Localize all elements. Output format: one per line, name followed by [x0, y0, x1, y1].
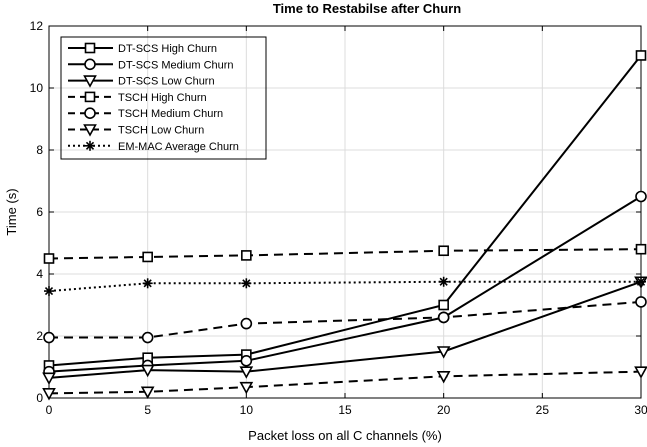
- data-point: [42, 372, 56, 386]
- series-line: [48, 280, 641, 293]
- data-point: [44, 286, 54, 297]
- y-tick-label: 6: [36, 205, 43, 219]
- data-point: [438, 245, 449, 257]
- data-point: [239, 381, 254, 395]
- data-point: [436, 346, 451, 359]
- data-point: [635, 50, 647, 61]
- legend-marker: [84, 58, 96, 71]
- x-tick-label: 10: [240, 403, 254, 417]
- x-tick-label: 0: [46, 403, 53, 417]
- legend-marker: [83, 124, 97, 137]
- legend-item: TSCH Medium Churn: [68, 107, 223, 120]
- chart-title: Time to Restabilse after Churn: [273, 1, 461, 16]
- data-point: [140, 364, 155, 378]
- legend-label: TSCH Medium Churn: [118, 108, 223, 120]
- legend-label: DT-SCS Low Churn: [118, 76, 215, 88]
- data-point: [634, 366, 647, 379]
- data-point: [241, 278, 252, 289]
- series-layer: [42, 50, 647, 401]
- y-tick-label: 0: [36, 391, 43, 405]
- data-point: [241, 250, 252, 261]
- data-point: [142, 251, 153, 263]
- legend-item: DT-SCS High Churn: [68, 42, 217, 55]
- x-tick-label: 15: [338, 403, 352, 417]
- data-point: [140, 386, 155, 399]
- y-tick-label: 12: [30, 19, 44, 33]
- data-point: [141, 331, 154, 344]
- axis-ticks: 0 5 10 15 20 25 30 0 2 4 6 8 10 12: [30, 19, 647, 417]
- legend-marker: [85, 140, 95, 151]
- legend-marker: [84, 91, 96, 103]
- data-point: [635, 190, 647, 203]
- data-point: [438, 299, 449, 311]
- legend-marker: [83, 75, 97, 88]
- data-point: [437, 311, 450, 324]
- data-point: [240, 354, 253, 367]
- legend-label: EM-MAC Average Churn: [118, 141, 239, 153]
- legend-label: TSCH Low Churn: [118, 125, 204, 137]
- legend-marker: [84, 42, 96, 54]
- series-4: [43, 296, 647, 344]
- legend-item: DT-SCS Low Churn: [68, 75, 215, 88]
- legend-item: EM-MAC Average Churn: [68, 140, 239, 153]
- x-axis-label: Packet loss on all C channels (%): [248, 428, 442, 443]
- data-point: [240, 317, 253, 330]
- data-point: [636, 276, 646, 287]
- x-tick-label: 20: [437, 403, 451, 417]
- series-0: [43, 50, 647, 371]
- data-point: [635, 243, 647, 255]
- y-tick-label: 10: [30, 81, 44, 95]
- series-3: [43, 243, 647, 264]
- legend-label: TSCH High Churn: [118, 92, 207, 104]
- data-point: [436, 370, 451, 384]
- data-point: [142, 278, 153, 289]
- legend-item: TSCH Low Churn: [68, 124, 204, 137]
- data-point: [438, 276, 449, 287]
- data-point: [239, 366, 254, 379]
- series-5: [42, 366, 647, 401]
- x-tick-label: 30: [634, 403, 647, 417]
- data-point: [43, 331, 55, 344]
- legend: DT-SCS High Churn DT-SCS Medium Churn DT-S…: [60, 36, 267, 160]
- x-tick-label: 25: [536, 403, 550, 417]
- y-tick-label: 8: [36, 143, 43, 157]
- x-tick-label: 5: [144, 403, 151, 417]
- legend-marker: [84, 107, 96, 119]
- legend-label: DT-SCS Medium Churn: [118, 59, 234, 71]
- legend-item: TSCH High Churn: [68, 91, 207, 104]
- y-tick-label: 4: [36, 267, 43, 281]
- y-tick-label: 2: [36, 329, 43, 343]
- y-axis-label: Time (s): [4, 188, 19, 235]
- series-6: [44, 276, 646, 297]
- data-point: [42, 388, 56, 401]
- legend-item: DT-SCS Medium Churn: [68, 58, 234, 71]
- legend-box: [60, 36, 267, 160]
- data-point: [43, 253, 55, 264]
- legend-label: DT-SCS High Churn: [118, 43, 217, 55]
- data-point: [635, 296, 647, 308]
